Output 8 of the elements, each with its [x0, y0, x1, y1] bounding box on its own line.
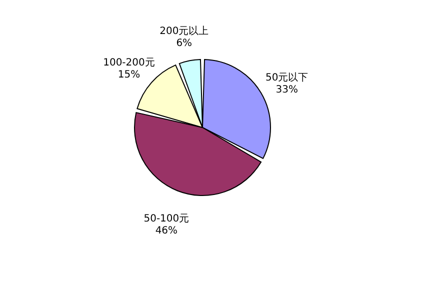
- data-label: 15%: [118, 70, 140, 81]
- data-label: 33%: [276, 84, 298, 96]
- slice-label: 100-200元: [103, 58, 155, 69]
- data-label: 46%: [155, 226, 178, 237]
- slice-label: 50-100元: [144, 214, 190, 225]
- slice-label: 50元以下: [265, 72, 308, 84]
- slice-label: 200元以上: [160, 25, 209, 38]
- data-label: 6%: [176, 38, 192, 50]
